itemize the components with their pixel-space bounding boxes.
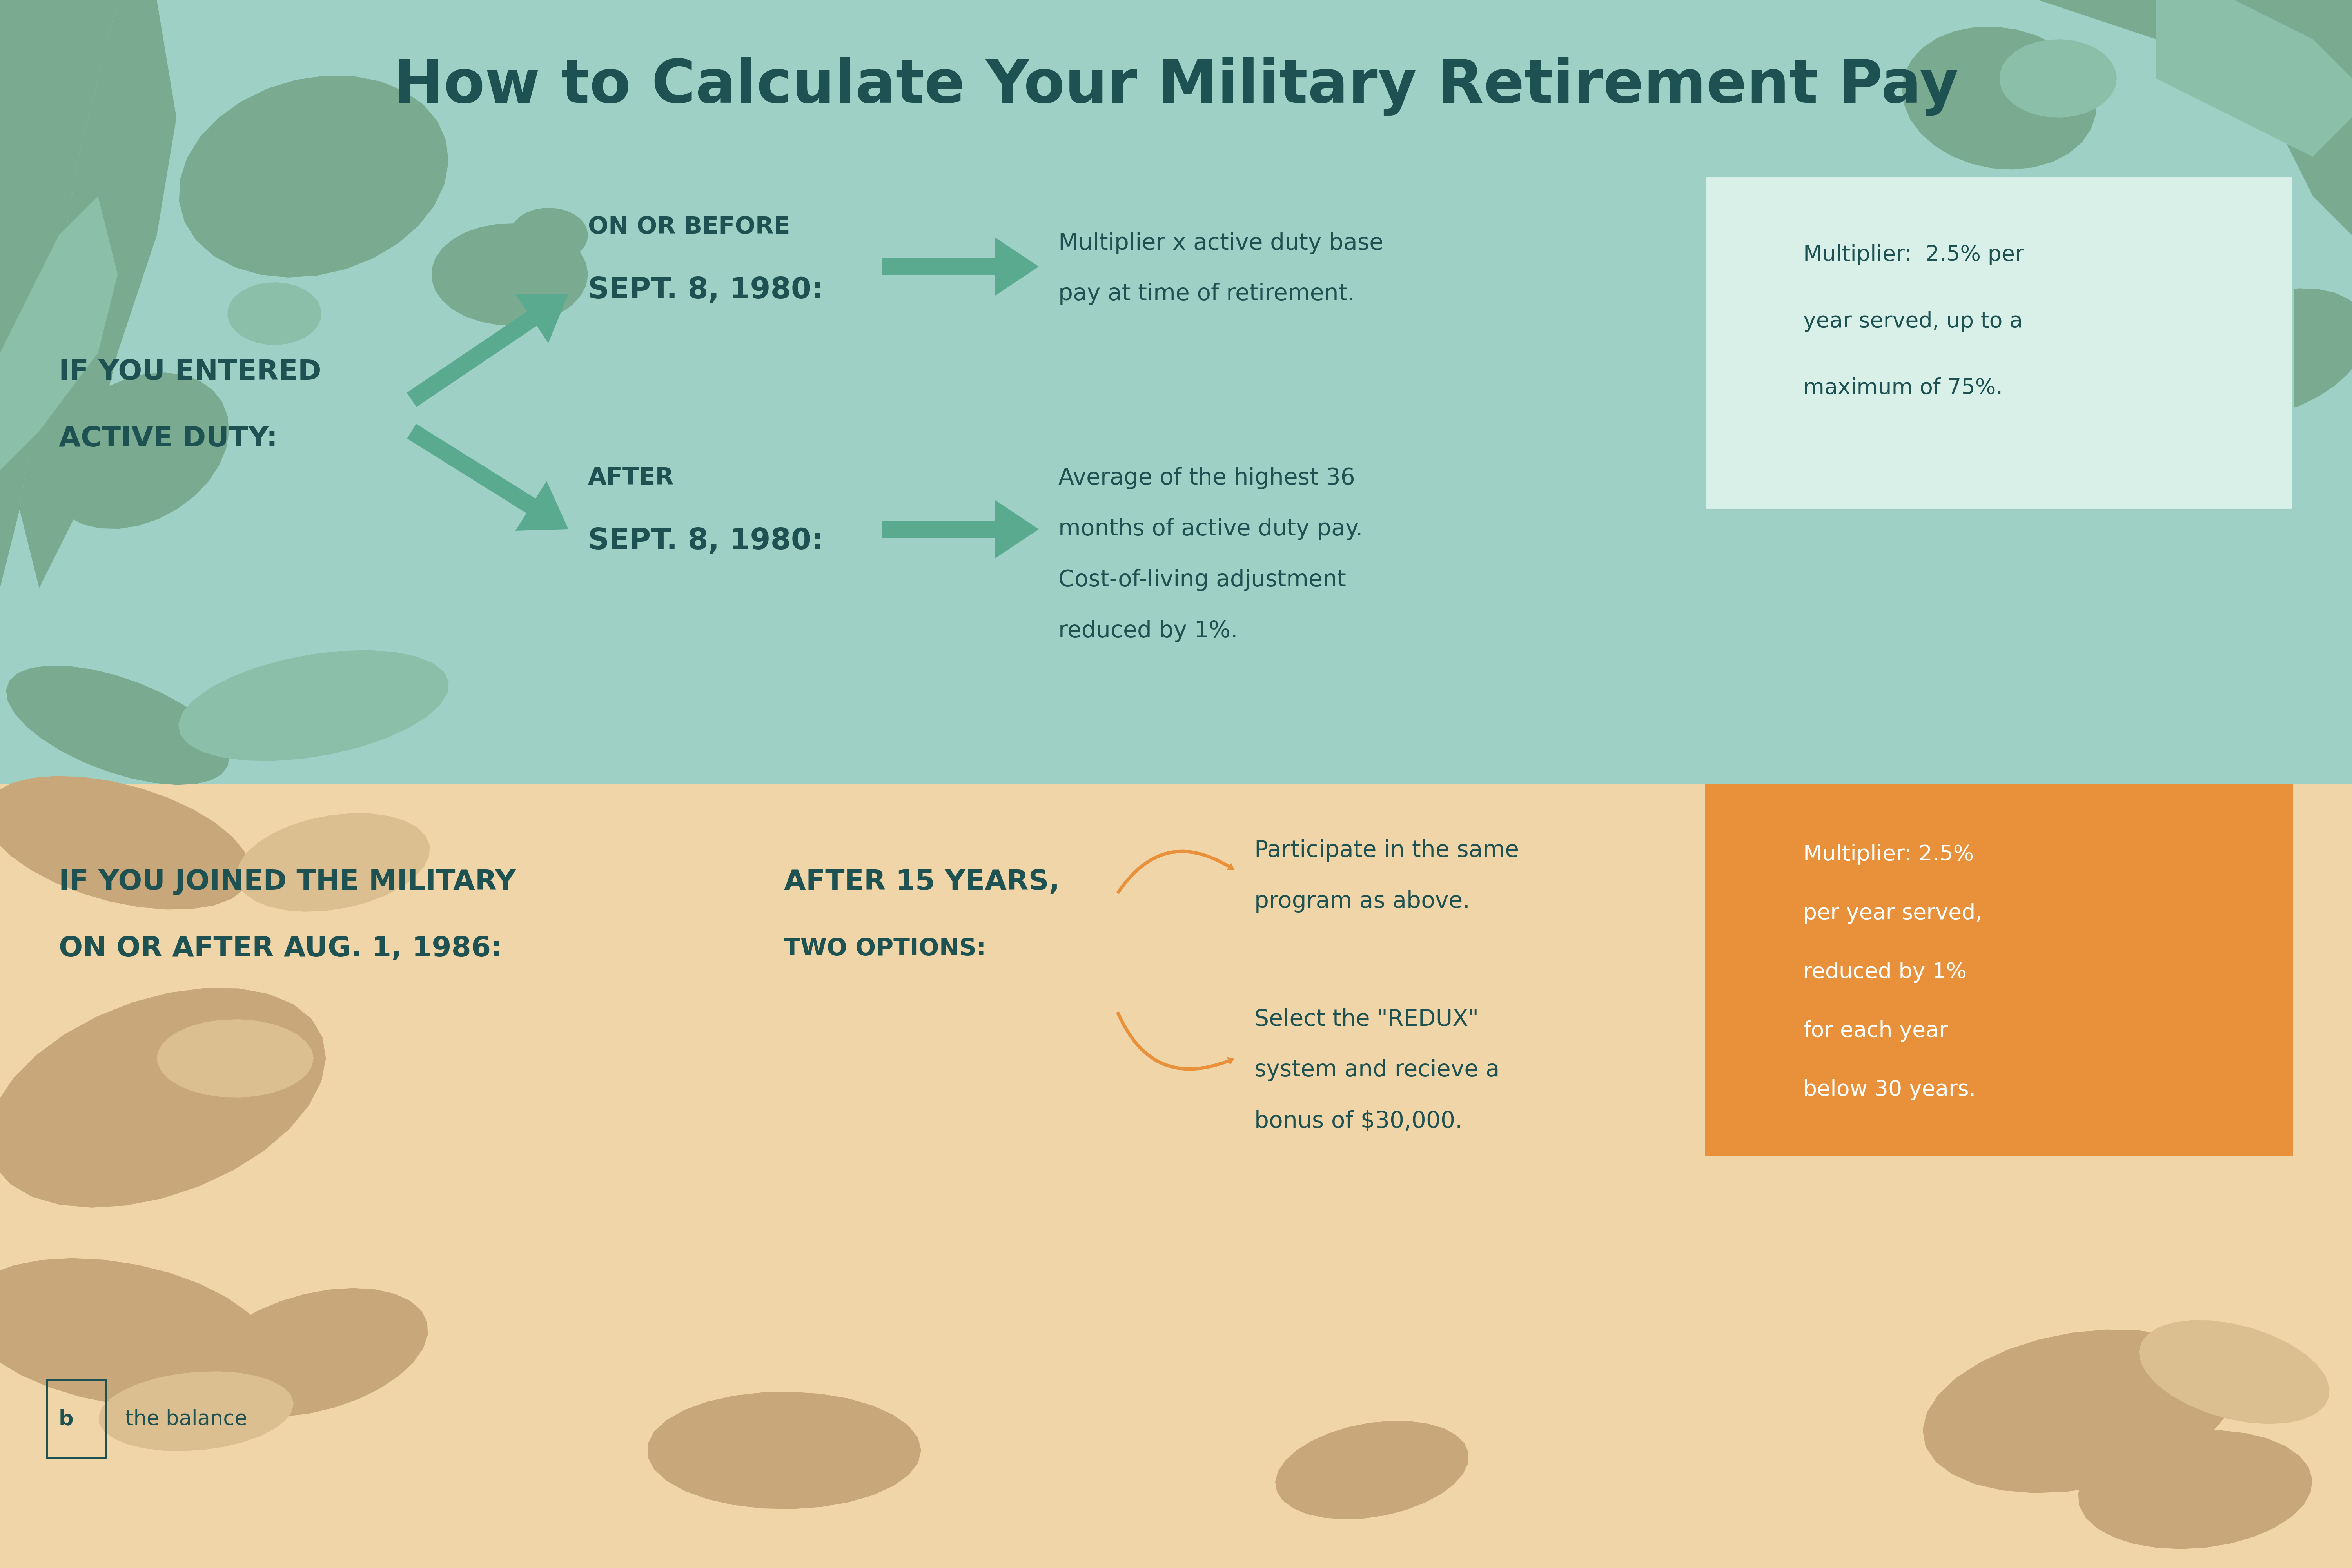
- Text: Select the "REDUX": Select the "REDUX": [1254, 1008, 1479, 1030]
- Polygon shape: [1882, 0, 2352, 235]
- Polygon shape: [0, 196, 118, 470]
- Text: IF YOU JOINED THE MILITARY: IF YOU JOINED THE MILITARY: [59, 869, 515, 895]
- Polygon shape: [0, 0, 118, 588]
- Text: AFTER: AFTER: [588, 467, 675, 489]
- Text: pay at time of retirement.: pay at time of retirement.: [1058, 282, 1355, 306]
- Polygon shape: [647, 1392, 922, 1508]
- Polygon shape: [882, 500, 1040, 558]
- Polygon shape: [0, 988, 327, 1207]
- Polygon shape: [0, 0, 2352, 784]
- Text: b: b: [59, 1408, 73, 1430]
- Polygon shape: [0, 1258, 273, 1406]
- Text: SEPT. 8, 1980:: SEPT. 8, 1980:: [588, 276, 823, 304]
- Text: ACTIVE DUTY:: ACTIVE DUTY:: [59, 425, 278, 453]
- Text: bonus of $30,000.: bonus of $30,000.: [1254, 1110, 1463, 1132]
- Polygon shape: [882, 237, 1040, 296]
- Text: TWO OPTIONS:: TWO OPTIONS:: [783, 938, 985, 960]
- Polygon shape: [7, 665, 228, 786]
- Polygon shape: [0, 776, 249, 909]
- Text: Average of the highest 36: Average of the highest 36: [1058, 467, 1355, 489]
- Text: Cost-of-living adjustment: Cost-of-living adjustment: [1058, 569, 1345, 591]
- Polygon shape: [2138, 1320, 2328, 1424]
- Text: Multiplier:  2.5% per: Multiplier: 2.5% per: [1804, 245, 2023, 265]
- FancyArrowPatch shape: [1117, 850, 1235, 894]
- Polygon shape: [510, 209, 588, 262]
- Text: How to Calculate Your Military Retirement Pay: How to Calculate Your Military Retiremen…: [393, 56, 1959, 116]
- Text: year served, up to a: year served, up to a: [1804, 310, 2023, 332]
- Text: for each year: for each year: [1804, 1021, 1947, 1041]
- Polygon shape: [158, 1019, 313, 1098]
- Text: Multiplier: 2.5%: Multiplier: 2.5%: [1804, 844, 1973, 866]
- Text: reduced by 1%.: reduced by 1%.: [1058, 619, 1237, 643]
- Text: AFTER 15 YEARS,: AFTER 15 YEARS,: [783, 869, 1061, 895]
- Polygon shape: [200, 1287, 428, 1416]
- Polygon shape: [2157, 0, 2352, 157]
- Polygon shape: [99, 1372, 294, 1450]
- FancyBboxPatch shape: [1705, 176, 2293, 510]
- Polygon shape: [1275, 1421, 1468, 1519]
- Polygon shape: [433, 224, 588, 325]
- Text: SEPT. 8, 1980:: SEPT. 8, 1980:: [588, 527, 823, 555]
- Text: Multiplier x active duty base: Multiplier x active duty base: [1058, 232, 1383, 254]
- Polygon shape: [0, 784, 2352, 1568]
- Text: below 30 years.: below 30 years.: [1804, 1079, 1976, 1101]
- Polygon shape: [1903, 27, 2096, 169]
- Text: system and recieve a: system and recieve a: [1254, 1058, 1501, 1082]
- Text: reduced by 1%: reduced by 1%: [1804, 961, 1966, 983]
- Text: program as above.: program as above.: [1254, 891, 1470, 913]
- Polygon shape: [179, 75, 449, 278]
- Text: the balance: the balance: [125, 1408, 247, 1430]
- Text: ON OR AFTER AUG. 1, 1986:: ON OR AFTER AUG. 1, 1986:: [59, 935, 503, 963]
- Polygon shape: [228, 282, 322, 345]
- Polygon shape: [1999, 39, 2117, 118]
- Polygon shape: [1922, 1330, 2232, 1493]
- Polygon shape: [2079, 1430, 2312, 1549]
- Text: ON OR BEFORE: ON OR BEFORE: [588, 216, 790, 238]
- Text: months of active duty pay.: months of active duty pay.: [1058, 517, 1362, 541]
- Polygon shape: [235, 814, 430, 911]
- Polygon shape: [407, 295, 569, 408]
- Text: maximum of 75%.: maximum of 75%.: [1804, 378, 2004, 398]
- Polygon shape: [407, 423, 569, 530]
- Text: Participate in the same: Participate in the same: [1254, 839, 1519, 862]
- FancyBboxPatch shape: [1705, 784, 2293, 1157]
- Polygon shape: [179, 651, 449, 760]
- Polygon shape: [313, 99, 430, 176]
- FancyArrowPatch shape: [1117, 1011, 1235, 1071]
- Polygon shape: [19, 0, 176, 588]
- Text: IF YOU ENTERED: IF YOU ENTERED: [59, 359, 322, 386]
- Polygon shape: [45, 373, 228, 528]
- Text: per year served,: per year served,: [1804, 903, 1983, 924]
- Polygon shape: [2180, 289, 2352, 417]
